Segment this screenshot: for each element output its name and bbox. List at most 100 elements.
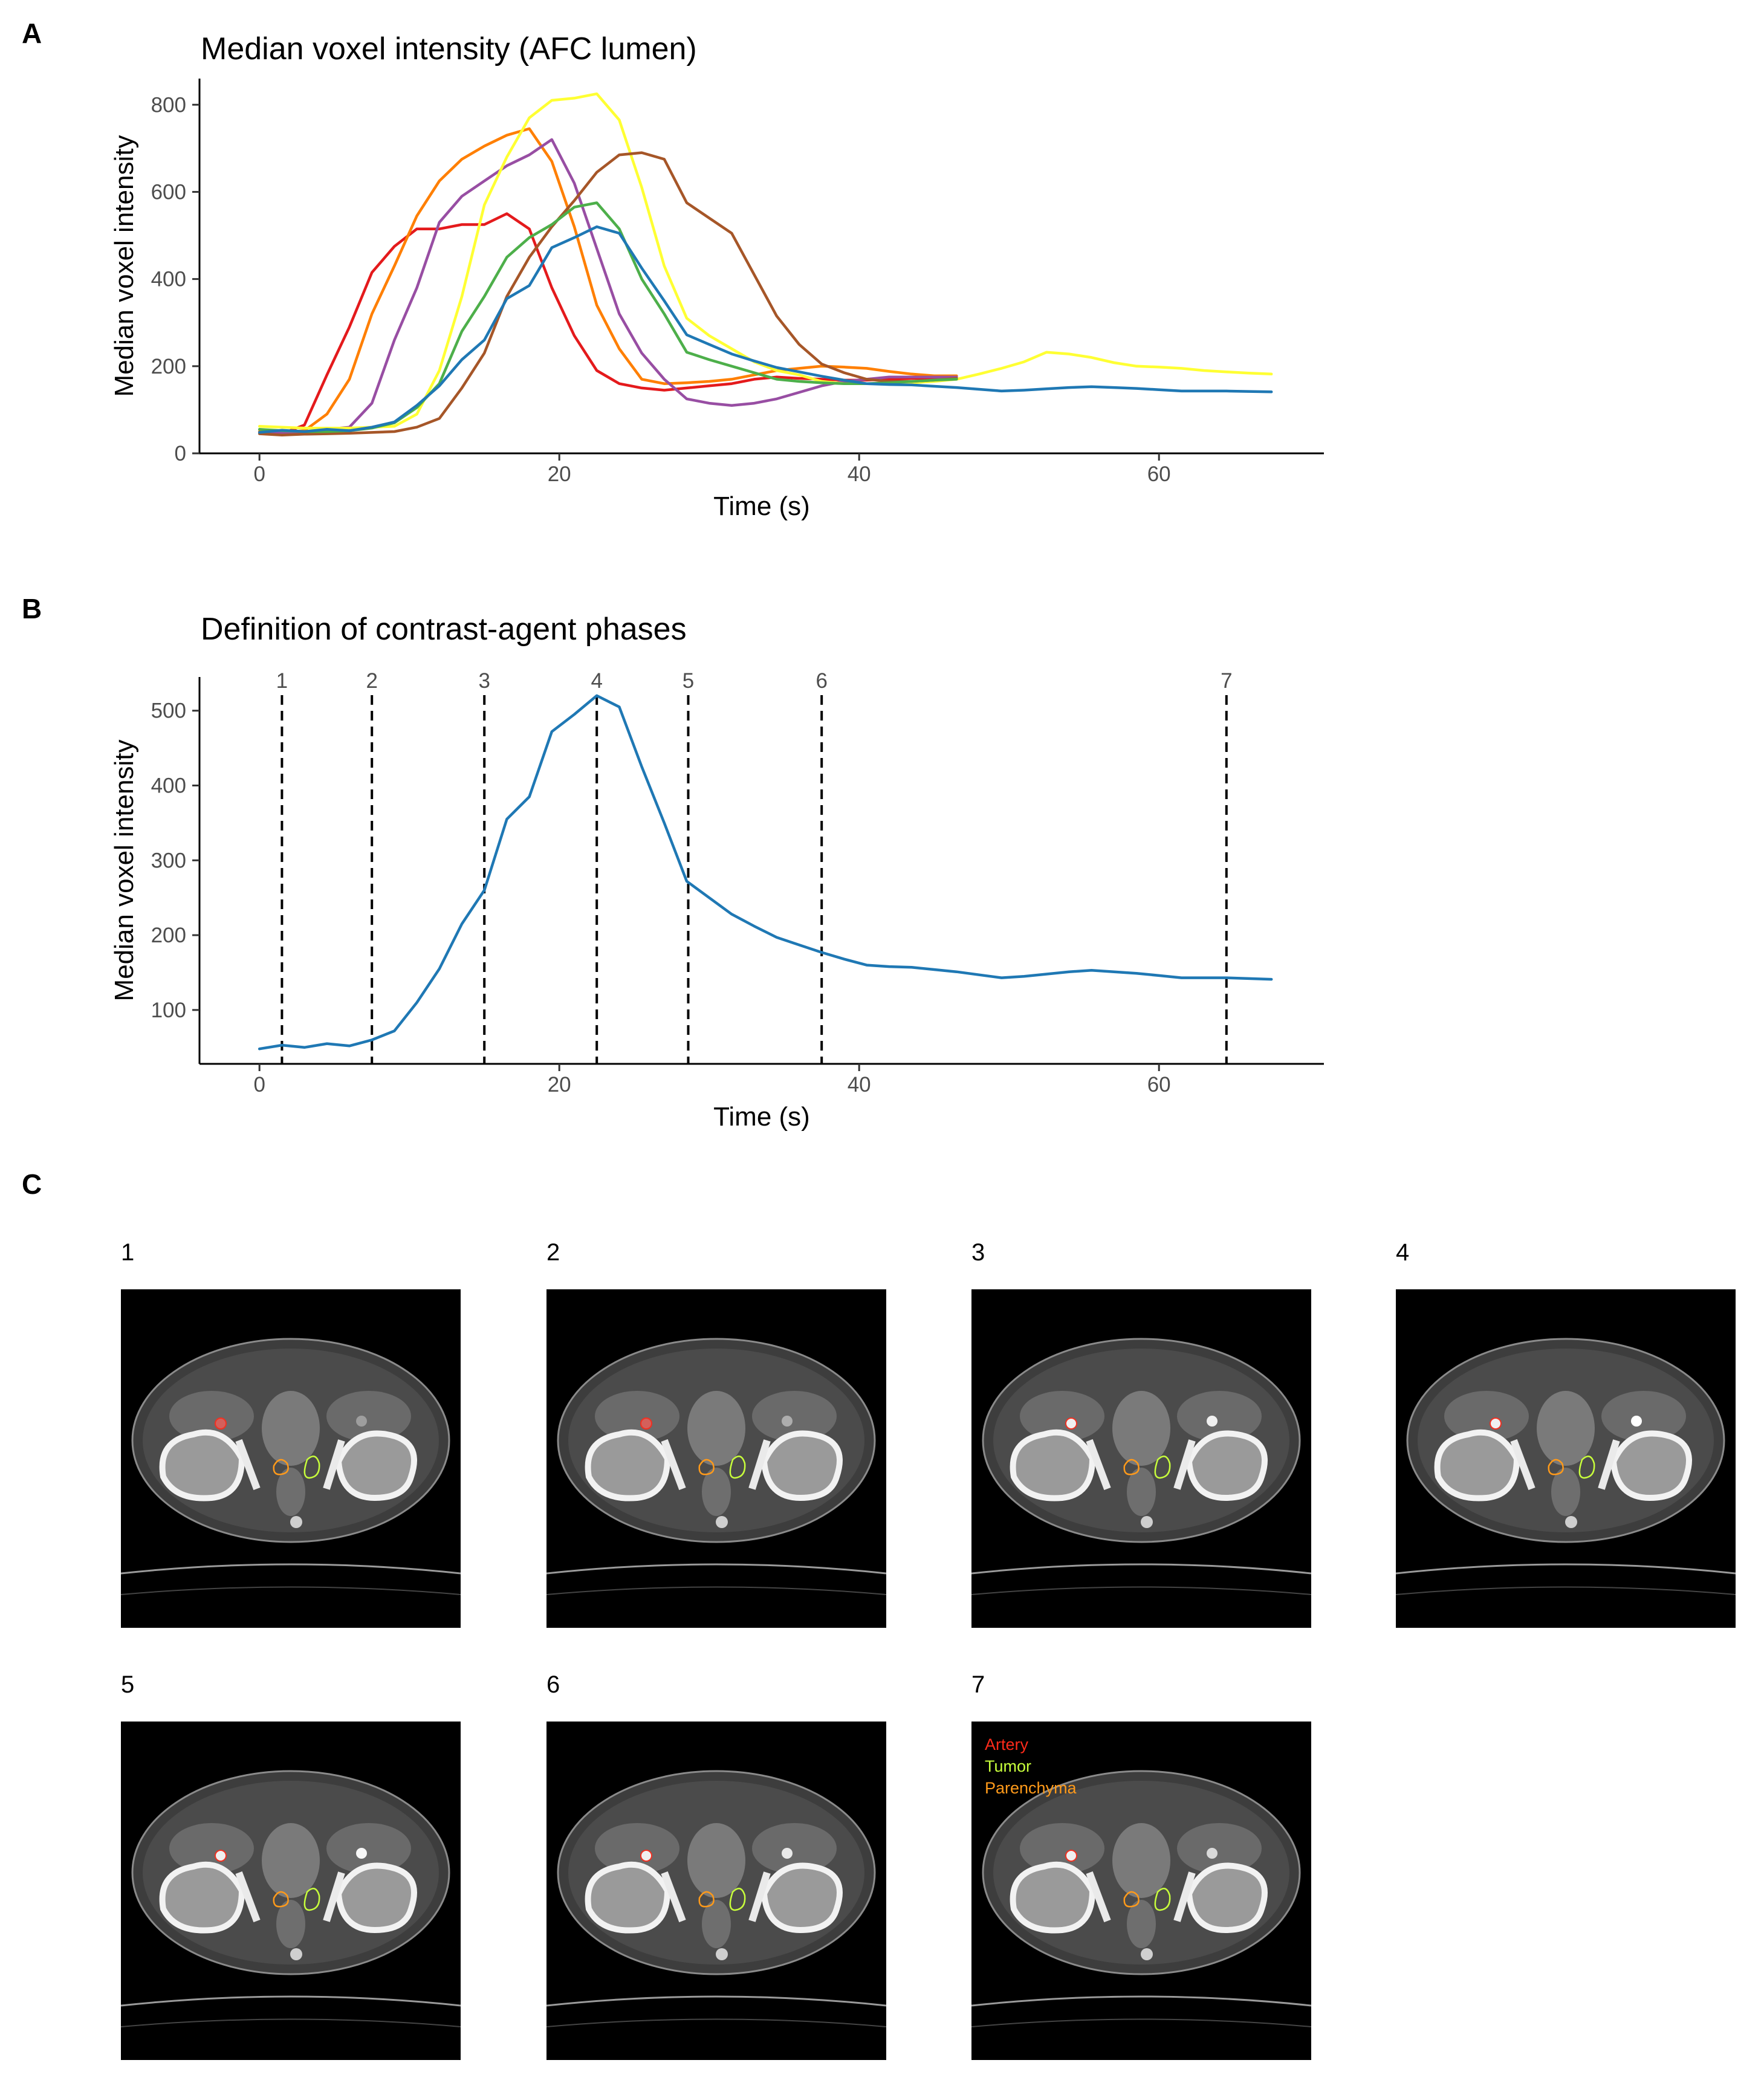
x-tick-label: 20 <box>548 1073 571 1096</box>
coccyx <box>716 1516 728 1528</box>
muscle-left <box>1020 1391 1104 1442</box>
scanner-table <box>971 1995 1311 2007</box>
x-tick-label: 40 <box>848 462 871 486</box>
rectum <box>1127 1900 1156 1948</box>
coccyx <box>290 1948 302 1960</box>
muscle-left <box>169 1391 254 1442</box>
scanner-table <box>121 1563 461 1575</box>
coccyx <box>716 1948 728 1960</box>
scanner-table <box>546 1563 886 1575</box>
coccyx <box>1565 1516 1577 1528</box>
legend-tumor: Tumor <box>985 1757 1032 1775</box>
ct-scan-image <box>971 1338 1311 1595</box>
rectum <box>276 1468 305 1516</box>
vessel-right <box>1207 1848 1218 1859</box>
series-line-6 <box>258 201 958 433</box>
tumor-roi <box>303 1888 320 1911</box>
ischium-right <box>323 1439 345 1490</box>
y-tick-label: 500 <box>151 699 186 723</box>
vessel-right <box>1631 1416 1642 1427</box>
panel-letter-b: B <box>22 593 42 624</box>
coccyx <box>290 1516 302 1528</box>
muscle-right <box>326 1391 411 1442</box>
muscle-right <box>1601 1391 1686 1442</box>
ischium-right <box>1598 1439 1620 1490</box>
y-tick-label: 0 <box>175 442 186 465</box>
pelvic-bone-left <box>585 1429 671 1501</box>
ct-panel-label: 3 <box>971 1239 985 1266</box>
vessel-right <box>356 1848 367 1859</box>
ct-scan-image <box>121 1338 461 1595</box>
coccyx <box>1141 1516 1153 1528</box>
ct-scan-image <box>121 1770 461 2027</box>
muscle-right <box>326 1823 411 1874</box>
legend-artery: Artery <box>985 1735 1029 1754</box>
ct-panel-6 <box>546 1722 886 2060</box>
muscle-left <box>169 1823 254 1874</box>
tumor-roi <box>729 1888 746 1911</box>
ct-scan-image <box>546 1770 886 2027</box>
vessel-right <box>356 1416 367 1427</box>
ischium-left <box>1510 1439 1535 1491</box>
y-tick-label: 200 <box>151 924 186 947</box>
ct-scan-image <box>971 1770 1311 2027</box>
rectum <box>702 1468 731 1516</box>
series-line-1 <box>258 694 1273 1051</box>
series-line-3 <box>258 138 958 435</box>
pelvic-bone-left <box>1434 1429 1520 1501</box>
phase-label: 6 <box>816 669 827 693</box>
y-axis-title: Median voxel intensity <box>109 135 139 397</box>
ct-panel-4 <box>1396 1289 1736 1628</box>
muscle-left <box>595 1391 679 1442</box>
vessel-right <box>782 1848 793 1859</box>
ischium-left <box>235 1439 261 1491</box>
y-axis-title: Median voxel intensity <box>109 740 139 1002</box>
ct-panel-label: 4 <box>1396 1239 1410 1266</box>
parenchyma-roi <box>1548 1459 1564 1475</box>
rectum <box>276 1900 305 1948</box>
artery-roi <box>1065 1417 1077 1430</box>
x-tick-label: 60 <box>1147 1073 1171 1096</box>
parenchyma-roi <box>698 1459 715 1475</box>
ct-scan-image <box>1396 1338 1736 1595</box>
phase-label: 5 <box>683 669 694 693</box>
ischium-right <box>748 1439 771 1490</box>
scanner-table <box>546 1995 886 2007</box>
muscle-right <box>752 1391 837 1442</box>
artery-roi <box>1065 1850 1077 1862</box>
muscle-left <box>595 1823 679 1874</box>
pelvic-bone-right <box>1610 1430 1692 1501</box>
muscle-right <box>1177 1823 1262 1874</box>
parenchyma-roi <box>273 1459 289 1475</box>
scanner-table-base <box>1396 1586 1736 1595</box>
x-tick-label: 40 <box>848 1073 871 1096</box>
tumor-roi <box>1578 1456 1595 1479</box>
central-organ <box>1112 1823 1170 1898</box>
panel-letter-a: A <box>22 18 42 49</box>
x-tick-label: 20 <box>548 462 571 486</box>
legend-parenchyma: Parenchyma <box>985 1779 1077 1797</box>
tumor-roi <box>729 1456 746 1479</box>
y-tick-label: 200 <box>151 355 186 378</box>
ischium-left <box>661 1439 686 1491</box>
ischium-left <box>235 1871 261 1923</box>
ischium-right <box>1173 1871 1196 1922</box>
ct-panel-label: 1 <box>121 1239 135 1266</box>
pelvic-bone-right <box>1185 1430 1268 1501</box>
y-tick-label: 800 <box>151 93 186 117</box>
tumor-roi <box>1154 1888 1171 1911</box>
x-axis-title: Time (s) <box>713 491 810 521</box>
series-line-5 <box>258 151 958 436</box>
y-tick-label: 400 <box>151 268 186 291</box>
series-line-4 <box>258 92 1273 430</box>
phase-label: 1 <box>276 669 288 693</box>
y-tick-label: 100 <box>151 999 186 1022</box>
pelvic-bone-right <box>760 1430 843 1501</box>
x-tick-label: 0 <box>253 1073 265 1096</box>
rectum <box>1551 1468 1580 1516</box>
parenchyma-roi <box>1123 1891 1140 1908</box>
phase-label: 4 <box>591 669 602 693</box>
scanner-table <box>121 1995 461 2007</box>
muscle-right <box>752 1823 837 1874</box>
artery-roi <box>1490 1417 1502 1430</box>
